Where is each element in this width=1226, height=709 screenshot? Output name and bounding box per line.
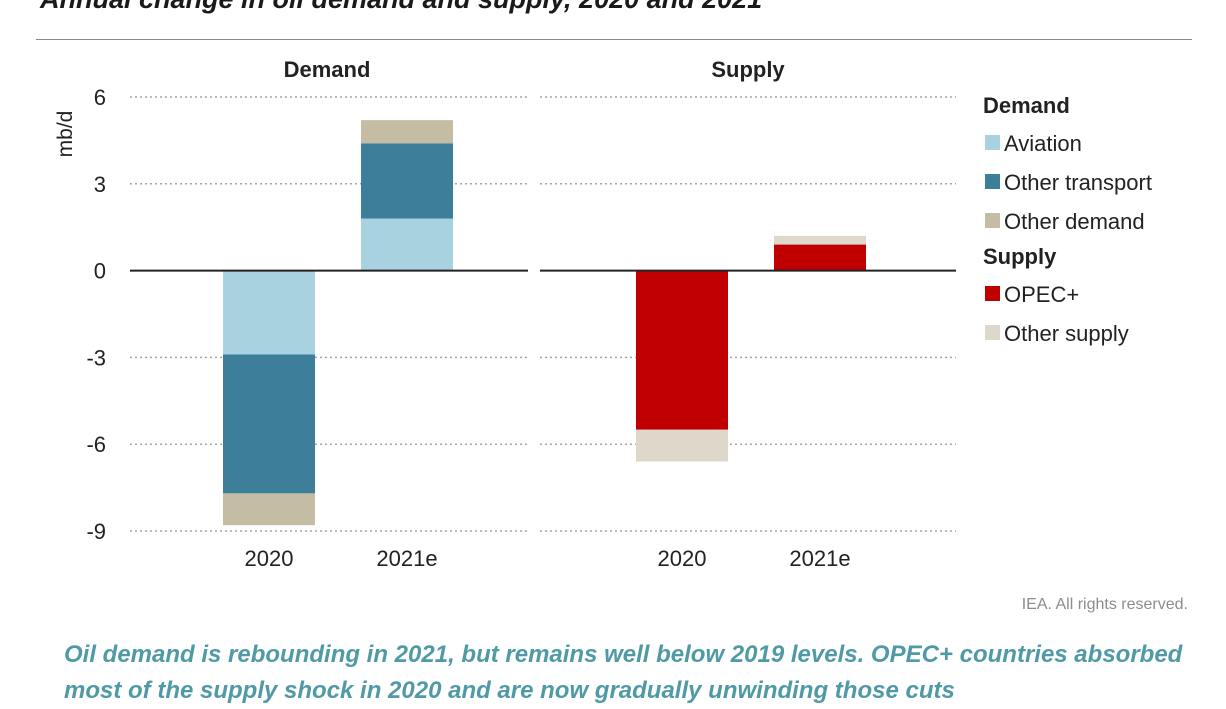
x-tick-label: 2020 — [245, 546, 294, 571]
legend-label: OPEC+ — [1004, 282, 1079, 307]
bar-segment — [361, 143, 453, 219]
legend-label: Other supply — [1004, 321, 1129, 346]
chart-title: Annual change in oil demand and supply, … — [40, 0, 762, 15]
legend-heading: Demand — [983, 93, 1070, 118]
title-divider — [36, 39, 1192, 40]
bar-segment — [223, 493, 315, 526]
bar-segment — [223, 270, 315, 355]
x-tick-label: 2021e — [789, 546, 850, 571]
panel-title: Supply — [711, 57, 785, 82]
legend-swatch — [985, 135, 1000, 150]
y-axis-label: mb/d — [54, 111, 77, 158]
legend-label: Other transport — [1004, 170, 1152, 195]
bar-segment — [223, 354, 315, 494]
bar-segment — [774, 244, 866, 271]
x-tick-label: 2021e — [376, 546, 437, 571]
legend-swatch — [985, 174, 1000, 189]
y-tick-label: 0 — [94, 259, 106, 284]
chart-caption: Oil demand is rebounding in 2021, but re… — [64, 641, 1183, 704]
x-tick-label: 2020 — [658, 546, 707, 571]
legend-swatch — [985, 213, 1000, 228]
y-tick-label: 3 — [94, 172, 106, 197]
copyright-credit: IEA. All rights reserved. — [1021, 596, 1188, 613]
oil-demand-supply-chart: 6 3 0 -3 -6 -9 mb/d Demand 2020 2021e Supply 2020 20… — [54, 57, 1152, 571]
bar-segment — [636, 270, 728, 430]
bar-segment — [361, 120, 453, 144]
legend-label: Aviation — [1004, 131, 1082, 156]
y-tick-label: 6 — [94, 85, 106, 110]
y-tick-label: -6 — [86, 432, 106, 457]
legend-swatch — [985, 325, 1000, 340]
y-tick-label: -9 — [86, 519, 106, 544]
y-tick-label: -3 — [86, 345, 106, 370]
panel-title: Demand — [284, 57, 371, 82]
legend-heading: Supply — [983, 244, 1057, 269]
bar-segment — [774, 235, 866, 245]
legend-label: Other demand — [1004, 209, 1145, 234]
legend-swatch — [985, 286, 1000, 301]
bar-segment — [361, 218, 453, 271]
bar-segment — [636, 429, 728, 462]
